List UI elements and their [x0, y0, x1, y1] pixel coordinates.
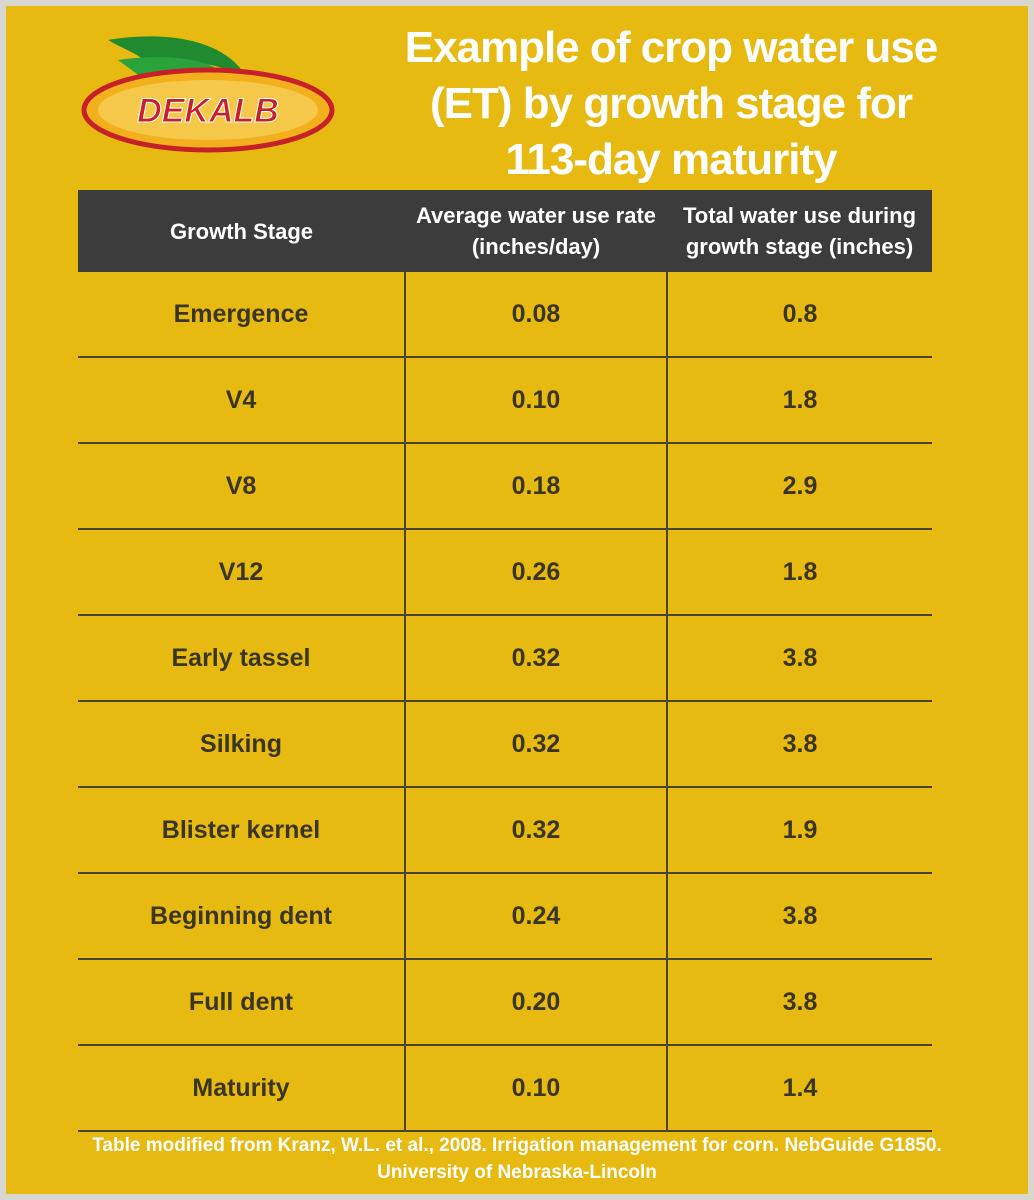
table-row: V8 0.18 2.9 — [78, 443, 932, 530]
title: Example of crop water use (ET) by growth… — [404, 23, 939, 184]
column-header: Growth Stage — [78, 190, 405, 272]
table-body: Emergence 0.08 0.8 V4 0.10 1.8 V8 0.18 2.9 V12 0.2… — [78, 272, 932, 1132]
stage-cell: Maturity — [78, 1045, 405, 1132]
table-row: Blister kernel 0.32 1.9 — [78, 787, 932, 874]
stage-cell: V8 — [78, 443, 405, 530]
stage-cell: Early tassel — [78, 615, 405, 702]
value-cell: 1.9 — [666, 787, 932, 874]
value-cell: 0.20 — [404, 959, 667, 1046]
value-cell: 3.8 — [666, 959, 932, 1046]
table-row: Beginning dent 0.24 3.8 — [78, 873, 932, 960]
table-row: V12 0.26 1.8 — [78, 529, 932, 616]
logo: DEKALB — [81, 36, 335, 153]
value-cell: 1.8 — [666, 529, 932, 616]
stage-cell: Beginning dent — [78, 873, 405, 960]
column-header: Average water use rate (inches/day) — [405, 190, 667, 272]
value-cell: 0.32 — [404, 615, 667, 702]
value-cell: 3.8 — [666, 615, 932, 702]
value-cell: 3.8 — [666, 873, 932, 960]
value-cell: 0.18 — [404, 443, 667, 530]
value-cell: 0.26 — [404, 529, 667, 616]
table-row: V4 0.10 1.8 — [78, 357, 932, 444]
value-cell: 0.32 — [404, 701, 667, 788]
table-row: Maturity 0.10 1.4 — [78, 1045, 932, 1132]
logo-text: DEKALB — [137, 92, 279, 130]
value-cell: 0.32 — [404, 787, 667, 874]
value-cell: 0.8 — [666, 272, 932, 358]
value-cell: 0.08 — [404, 272, 667, 358]
table: Growth Stage Average water use rate (inc… — [78, 190, 932, 1132]
header-row: Growth Stage Average water use rate (inc… — [78, 190, 932, 272]
value-cell: 1.4 — [666, 1045, 932, 1132]
stage-cell: Emergence — [78, 272, 405, 358]
value-cell: 0.10 — [404, 357, 667, 444]
table-row: Full dent 0.20 3.8 — [78, 959, 932, 1046]
column-header: Total water use during growth stage (inc… — [667, 190, 932, 272]
stage-cell: Blister kernel — [78, 787, 405, 874]
source-note: Table modified from Kranz, W.L. et al., … — [92, 1135, 942, 1183]
value-cell: 0.24 — [404, 873, 667, 960]
stage-cell: Full dent — [78, 959, 405, 1046]
value-cell: 2.9 — [666, 443, 932, 530]
stage-cell: V12 — [78, 529, 405, 616]
value-cell: 0.10 — [404, 1045, 667, 1132]
table-row: Early tassel 0.32 3.8 — [78, 615, 932, 702]
table-row: Emergence 0.08 0.8 — [78, 272, 932, 358]
value-cell: 1.8 — [666, 357, 932, 444]
stage-cell: Silking — [78, 701, 405, 788]
table-row: Silking 0.32 3.8 — [78, 701, 932, 788]
value-cell: 3.8 — [666, 701, 932, 788]
stage-cell: V4 — [78, 357, 405, 444]
